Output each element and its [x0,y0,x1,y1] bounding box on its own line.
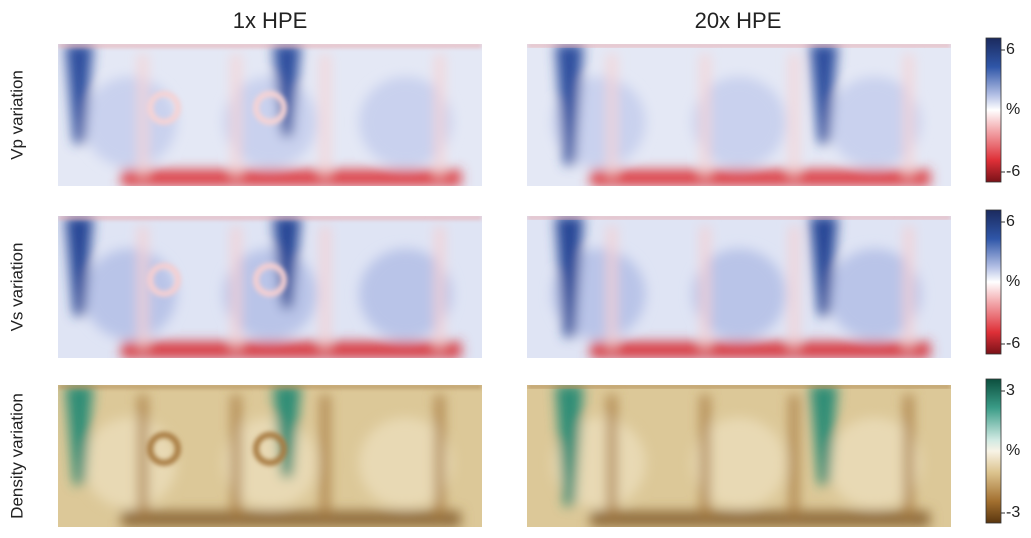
column-title: 1x HPE [233,8,308,33]
field-detail [527,44,951,47]
field-panel [58,216,482,358]
colorbar-label: 6 [1006,213,1015,230]
field-detail [527,385,951,388]
figure: 1x HPE 20x HPE Vp variation 6% -6 Vs variat… [0,0,1031,538]
field-panel [527,385,951,527]
colorbar-label: % [1006,442,1020,459]
colorbar [986,379,1001,523]
bottom-layer [122,511,461,527]
upwelling [608,395,616,517]
upwelling [905,54,913,176]
column-titles: 1x HPE 20x HPE [233,8,782,33]
upwelling [608,226,616,348]
bottom-layer [122,170,461,186]
column-title: 20x HPE [695,8,782,33]
upwelling [436,54,444,176]
field-panel [527,216,951,358]
top-edge [58,385,482,388]
field-panel [527,44,951,186]
top-edge [527,44,951,47]
upwelling [790,395,798,517]
colorbar-label: % [1006,101,1020,118]
upwelling [232,54,240,176]
colorbar-label: -6 [1006,335,1020,352]
upwelling [436,226,444,348]
upwelling [321,54,329,176]
colorbar-label: 6 [1006,41,1015,58]
upwelling [139,395,147,517]
colorbar-label: -6 [1006,163,1020,180]
bottom-layer [591,342,930,358]
upwelling [232,226,240,348]
colorbar-label: % [1006,273,1020,290]
row-label: Density variation [7,393,26,519]
row-label: Vs variation [7,243,26,332]
top-edge [58,216,482,219]
upwelling [790,54,798,176]
upwelling [701,54,709,176]
field-panel [58,44,482,186]
bottom-layer [591,511,930,527]
upwelling [321,226,329,348]
bottom-layer [122,342,461,358]
upwelling [608,54,616,176]
bottom-layer [591,170,930,186]
upwelling [321,395,329,517]
upwelling [701,395,709,517]
upwelling [905,395,913,517]
field-detail [527,216,951,219]
colorbar [986,38,1001,182]
upwelling [905,226,913,348]
upwelling [232,395,240,517]
upwelling [790,226,798,348]
colorbar [986,210,1001,354]
colorbar-label: -3 [1006,504,1020,521]
upwelling [139,54,147,176]
colorbar-label: 3 [1006,382,1015,399]
field-panel [58,385,482,527]
upwelling [701,226,709,348]
top-edge [527,216,951,219]
upwelling [139,226,147,348]
upwelling [436,395,444,517]
row-label: Vp variation [7,70,26,160]
top-edge [58,44,482,47]
top-edge [527,385,951,388]
